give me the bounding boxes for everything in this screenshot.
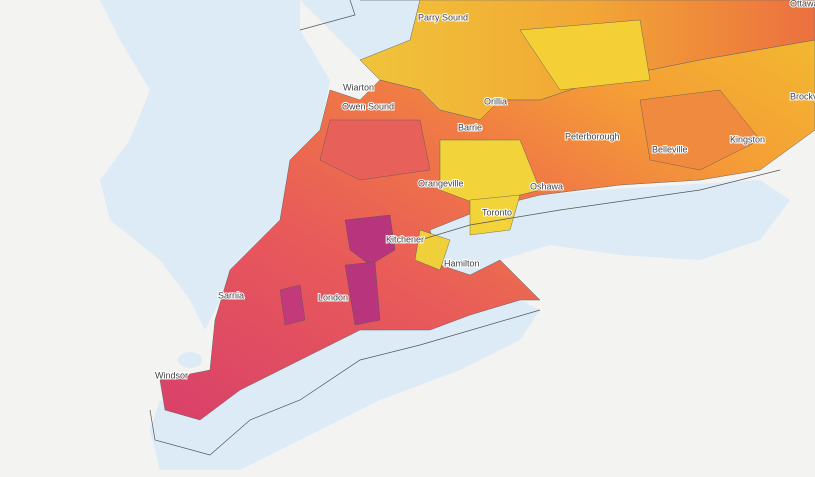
place-label: Toronto — [482, 207, 512, 217]
place-label: Wiarton — [343, 82, 374, 92]
place-label: Oshawa — [530, 181, 563, 191]
place-label: Sarnia — [218, 290, 244, 300]
place-label: Kingston — [730, 134, 765, 144]
water — [100, 0, 790, 470]
place-label: London — [318, 292, 348, 302]
place-label: Kitchener — [386, 234, 424, 244]
place-label: Orillia — [484, 96, 507, 106]
place-label: Hamilton — [444, 258, 480, 268]
place-label: Peterborough — [565, 131, 620, 141]
place-label: Brockville — [790, 91, 815, 101]
place-label: Parry Sound — [418, 12, 468, 22]
place-label: Barrie — [458, 122, 482, 132]
boundaries — [149, 0, 781, 456]
place-labels: Parry Sound Wiarton Owen Sound Orillia Barri… — [154, 0, 815, 381]
place-label: Belleville — [652, 144, 688, 154]
region-patches — [279, 19, 761, 326]
place-label: Windsor — [155, 370, 188, 380]
place-label: Orangeville — [418, 178, 464, 188]
place-label: Ottawa — [790, 0, 815, 8]
place-label: Owen Sound — [342, 101, 394, 111]
